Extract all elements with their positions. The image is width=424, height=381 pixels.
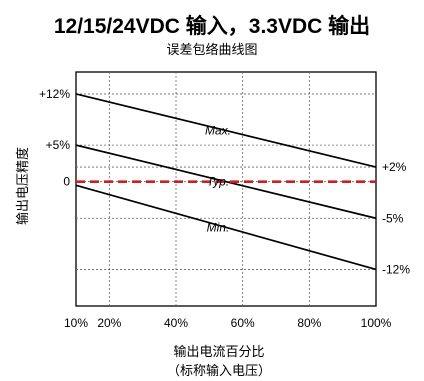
y-tick-label-left: +12% — [39, 87, 70, 101]
x-tick-label: 10% — [64, 316, 88, 330]
x-axis-label: 输出电流百分比 — [173, 344, 264, 359]
plot-frame — [75, 71, 377, 307]
y-tick-label-right: -12% — [382, 262, 410, 276]
series-line-min — [75, 184, 377, 271]
y-axis-label: 输出电压精度 — [15, 147, 30, 225]
y-tick-label-right: -5% — [382, 211, 404, 225]
series-label-min: Min. — [207, 220, 230, 234]
series-line-typ — [75, 144, 377, 220]
plot-area: Max. Typ. Min. 10% 20% 40% 60% 80% 100% +12% +5% 0 +… — [39, 71, 410, 330]
x-tick-label: 20% — [97, 316, 121, 330]
chart-subtitle: 误差包络曲线图 — [166, 42, 257, 57]
y-tick-label-right: +2% — [382, 160, 407, 174]
x-tick-label: 60% — [231, 316, 255, 330]
y-tick-label-left: +5% — [46, 138, 71, 152]
chart-title: 12/15/24VDC 输入，3.3VDC 输出 — [54, 14, 370, 38]
x-tick-label: 100% — [361, 316, 392, 330]
x-tick-label: 40% — [164, 316, 188, 330]
series-label-typ: Typ. — [207, 175, 229, 189]
x-tick-label: 80% — [297, 316, 321, 330]
y-tick-label-left: 0 — [63, 175, 70, 189]
series-label-max: Max. — [205, 124, 231, 138]
x-axis-sublabel: （标称输入电压） — [167, 363, 271, 378]
series-line-max — [75, 93, 377, 168]
